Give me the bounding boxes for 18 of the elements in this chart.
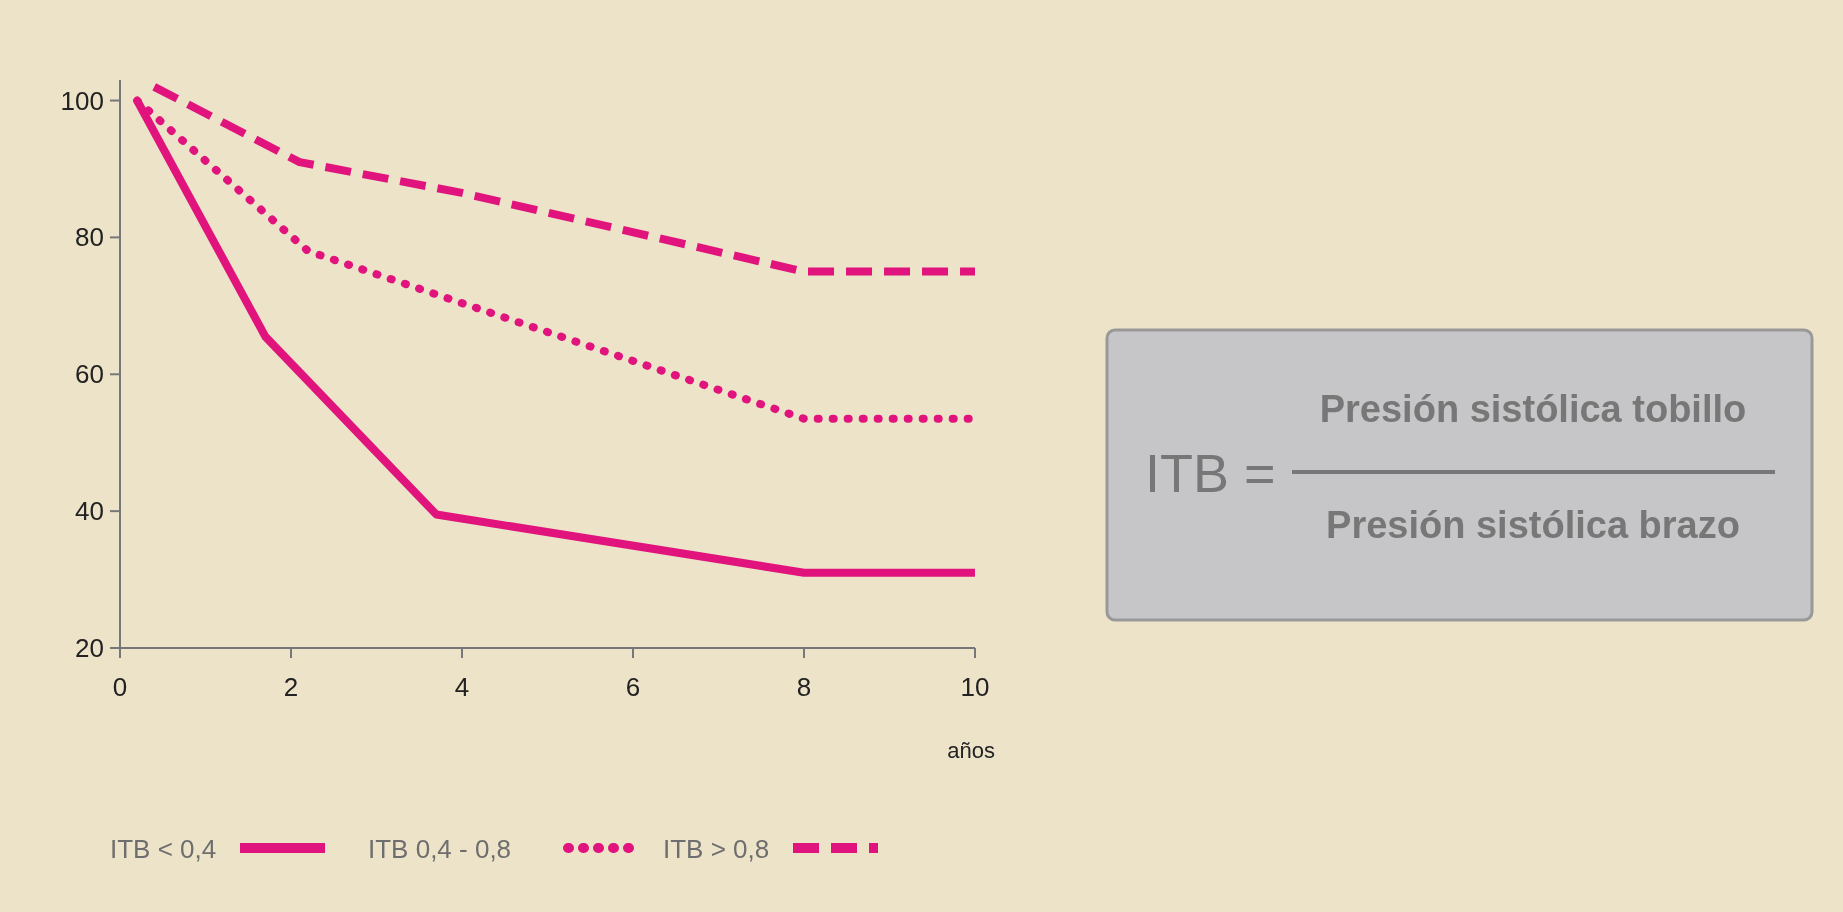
- y-tick-label: 60: [75, 359, 104, 390]
- x-tick-label: 0: [112, 672, 128, 702]
- y-tick-label: 100: [60, 85, 104, 116]
- x-axis-title: años: [947, 738, 995, 763]
- y-tick-label: 20: [75, 633, 104, 663]
- x-tick-label: 10: [960, 672, 990, 702]
- x-tick-label: 4: [454, 672, 470, 702]
- y-tick-label: 40: [75, 496, 104, 527]
- x-tick-label: 2: [283, 672, 299, 702]
- legend-label: ITB < 0,4: [110, 834, 217, 864]
- x-tick-label: 6: [625, 672, 641, 702]
- y-tick-label: 80: [75, 222, 104, 253]
- legend-label: ITB > 0,8: [663, 834, 770, 864]
- text: Presión sistólica brazo: [1326, 504, 1740, 546]
- text: ITB =: [1145, 443, 1276, 503]
- x-tick-label: 8: [796, 672, 812, 702]
- legend-label: ITB 0,4 - 0,8: [368, 834, 512, 864]
- text: Presión sistólica tobillo: [1319, 388, 1747, 430]
